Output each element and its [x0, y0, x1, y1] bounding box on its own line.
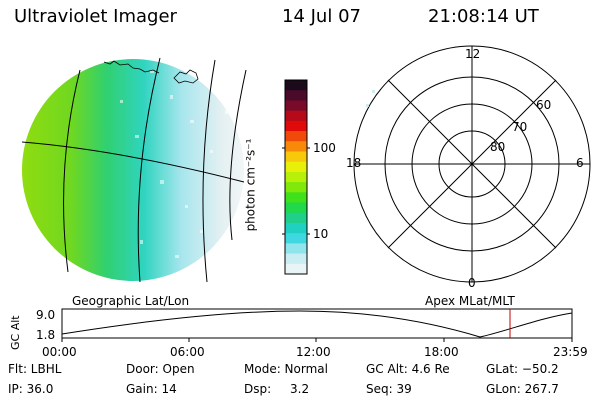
image-title: Ultraviolet Imager	[14, 6, 177, 27]
orbit-axis-label: GC Alt	[9, 315, 22, 350]
dsp-value: 3.2	[290, 382, 310, 396]
orbit-ytick-1.8: 1.8	[36, 328, 56, 342]
colorbar-swatch	[285, 141, 307, 152]
image-time: 21:08:14 UT	[428, 6, 539, 27]
colorbar-swatch	[285, 120, 307, 132]
coastline	[103, 60, 199, 84]
filter-value: Flt: LBHL	[8, 362, 62, 376]
colorbar-swatch	[285, 90, 307, 101]
geographic-image	[21, 57, 247, 283]
colorbar-unit-label: photon cm⁻²s⁻¹	[243, 138, 258, 232]
polar-faint-data	[366, 90, 375, 107]
colorbar-swatch	[285, 243, 307, 255]
colorbar-swatch	[285, 233, 307, 244]
dsp-label: Dsp:	[244, 382, 272, 396]
colorbar-swatch	[285, 253, 307, 265]
colorbar-swatch	[285, 171, 307, 183]
mlt-label-0: 0	[468, 276, 476, 290]
earth-disk	[22, 59, 244, 281]
colorbar-swatch	[285, 192, 307, 204]
mlt-label-12: 12	[465, 47, 481, 61]
polar-grid	[353, 45, 591, 283]
image-date: 14 Jul 07	[282, 6, 361, 27]
seq-value: Seq: 39	[366, 382, 412, 396]
colorbar-swatch	[285, 212, 307, 224]
colorbar-swatch	[285, 222, 307, 234]
gc-alt-value: GC Alt: 4.6 Re	[366, 362, 450, 376]
mlt-label-18: 18	[346, 156, 362, 170]
mlat-label-70: 70	[512, 120, 528, 134]
orbit-xtick-0000: 00:00	[42, 345, 77, 359]
ip-value: IP: 36.0	[8, 382, 54, 396]
colorbar-tick-10: 10	[313, 227, 329, 241]
mlat-label-60: 60	[536, 98, 552, 112]
geo-grid	[21, 57, 247, 283]
colorbar	[282, 79, 310, 275]
orbit-xtick-1200: 12:00	[296, 345, 331, 359]
orbit-xtick-1800: 18:00	[424, 345, 459, 359]
orbit-plot	[61, 308, 573, 342]
mlt-label-6: 6	[576, 156, 584, 170]
orbit-ytick-9: 9.0	[36, 308, 56, 322]
colorbar-swatch	[285, 161, 307, 173]
apex-caption: Apex MLat/MLT	[425, 294, 515, 308]
colorbar-swatch	[285, 80, 307, 91]
colorbar-swatch	[285, 202, 307, 214]
glat-value: GLat: −50.2	[486, 362, 559, 376]
mlat-label-80: 80	[490, 140, 506, 154]
noise-speckle	[120, 70, 228, 258]
geo-caption: Geographic Lat/Lon	[72, 294, 190, 308]
orbit-xtick-2359: 23:59	[553, 345, 588, 359]
gain-value: Gain: 14	[126, 382, 177, 396]
glon-value: GLon: 267.7	[486, 382, 559, 396]
colorbar-swatch	[285, 110, 307, 122]
mode-value: Mode: Normal	[244, 362, 328, 376]
colorbar-tick-100: 100	[313, 141, 336, 155]
colorbar-swatch	[285, 131, 307, 142]
colorbar-swatch	[285, 100, 307, 112]
altitude-curve	[61, 310, 573, 338]
colorbar-swatch	[285, 182, 307, 193]
colorbar-swatch	[285, 263, 307, 275]
orbit-xtick-0600: 06:00	[170, 345, 205, 359]
door-value: Door: Open	[126, 362, 195, 376]
colorbar-swatch	[285, 151, 307, 163]
